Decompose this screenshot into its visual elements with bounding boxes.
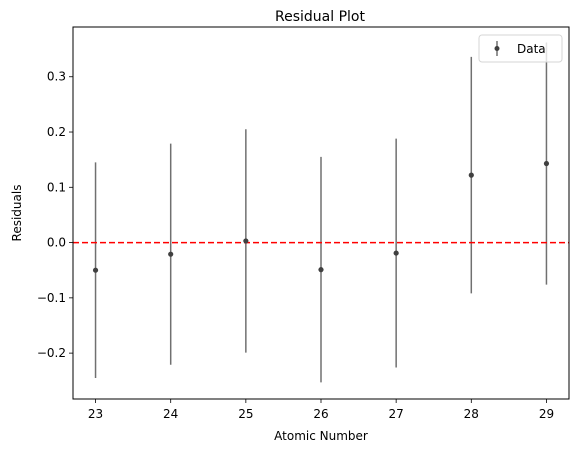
data-point-26 bbox=[318, 267, 324, 273]
y-tick-label-0: −0.2 bbox=[37, 346, 66, 360]
x-tick-label-26: 26 bbox=[313, 407, 328, 421]
data-point-24 bbox=[168, 251, 174, 257]
y-axis: −0.2 −0.1 0.0 0.1 0.2 0.3 bbox=[37, 70, 73, 360]
x-axis-label: Atomic Number bbox=[274, 429, 368, 443]
y-tick-label-2: 0.0 bbox=[47, 236, 66, 250]
data-point-27 bbox=[393, 250, 399, 256]
x-tick-label-25: 25 bbox=[238, 407, 253, 421]
legend-marker-swatch bbox=[494, 46, 500, 51]
y-tick-label-4: 0.2 bbox=[47, 125, 66, 139]
legend-box bbox=[478, 34, 563, 63]
x-tick-label-28: 28 bbox=[464, 407, 479, 421]
x-tick-label-23: 23 bbox=[88, 407, 103, 421]
data-point-23 bbox=[92, 267, 99, 273]
legend: Data bbox=[478, 34, 563, 63]
plot-area bbox=[73, 42, 569, 383]
data-point-28 bbox=[468, 172, 474, 178]
data-point-29 bbox=[543, 160, 550, 167]
x-tick-label-24: 24 bbox=[163, 407, 178, 421]
legend-label-data: Data bbox=[517, 42, 546, 56]
x-tick-label-29: 29 bbox=[539, 407, 554, 421]
y-tick-label-1: −0.1 bbox=[37, 291, 66, 305]
data-point-25 bbox=[243, 238, 249, 244]
x-tick-label-27: 27 bbox=[389, 407, 404, 421]
y-tick-label-3: 0.1 bbox=[47, 180, 66, 194]
y-axis-label: Residuals bbox=[10, 185, 24, 242]
x-axis: 23 24 25 26 27 28 29 bbox=[88, 399, 554, 421]
y-tick-label-5: 0.3 bbox=[47, 70, 66, 84]
chart-title: Residual Plot bbox=[275, 9, 365, 25]
